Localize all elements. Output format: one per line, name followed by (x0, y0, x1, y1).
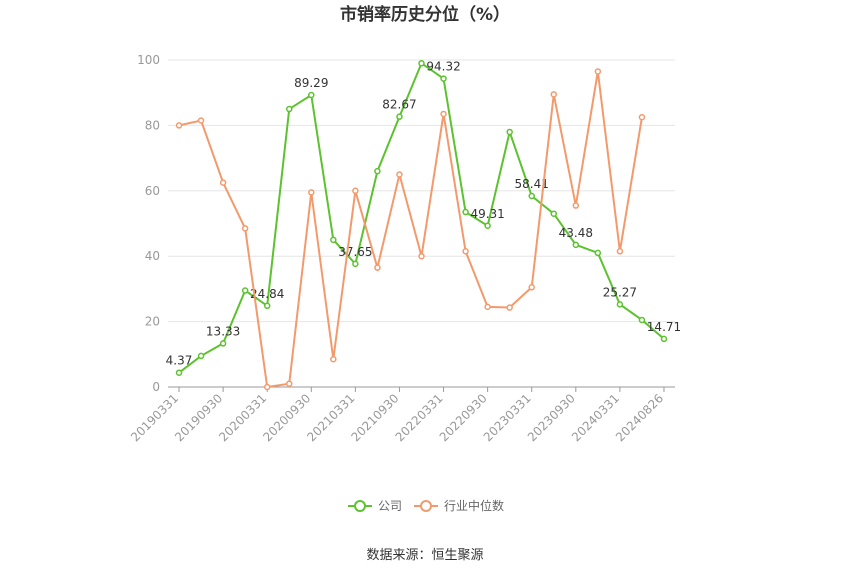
chart-title: 市销率历史分位（%） (340, 4, 510, 25)
data-point (396, 113, 403, 120)
data-label: 89.29 (294, 76, 328, 90)
data-point (418, 60, 425, 67)
data-point (330, 236, 337, 244)
data-point (374, 264, 381, 271)
data-point (440, 75, 447, 82)
data-point (219, 340, 227, 347)
data-point (572, 202, 580, 209)
y-tick-label: 60 (145, 184, 160, 198)
data-point (396, 171, 403, 178)
data-point (462, 248, 469, 255)
data-point (528, 284, 535, 291)
data-point (352, 260, 359, 268)
data-point (484, 222, 491, 230)
legend-marker (354, 500, 366, 512)
y-tick-label: 100 (137, 53, 160, 67)
data-label: 82.67 (382, 98, 416, 112)
legend-label: 公司 (378, 499, 402, 513)
data-point (219, 179, 227, 186)
data-point (197, 352, 205, 360)
data-point (550, 210, 558, 217)
data-point (506, 304, 513, 311)
data-point (308, 91, 315, 99)
data-point (572, 241, 580, 249)
data-point (616, 301, 624, 308)
data-point (374, 167, 381, 175)
data-point (241, 225, 249, 232)
data-point (462, 208, 469, 216)
data-point (241, 287, 249, 294)
data-point (285, 380, 293, 387)
data-point (308, 189, 315, 196)
data-label: 43.48 (559, 226, 593, 240)
data-point (616, 248, 624, 255)
data-point (330, 355, 337, 363)
data-point (660, 335, 668, 343)
data-label: 25.27 (603, 285, 637, 299)
y-tick-label: 0 (152, 380, 160, 394)
data-point (550, 91, 558, 98)
y-tick-label: 40 (145, 249, 160, 263)
data-point (594, 68, 602, 75)
data-point (263, 302, 271, 310)
data-point (418, 252, 425, 260)
data-point (506, 128, 513, 136)
data-label: 49.31 (470, 207, 504, 221)
data-label: 4.37 (166, 354, 193, 368)
data-point (638, 113, 646, 121)
legend-marker (420, 500, 432, 512)
source: 数据来源：恒生聚源 (366, 548, 483, 563)
data-point (285, 105, 293, 113)
data-label: 37.65 (338, 245, 372, 259)
data-label: 13.33 (206, 324, 240, 338)
legend-label: 行业中位数 (444, 498, 504, 513)
data-point (528, 192, 535, 200)
data-label: 14.71 (647, 320, 681, 334)
x-tick-label: 20240826 (613, 391, 666, 444)
data-point (197, 117, 205, 124)
data-point (484, 303, 491, 311)
data-point (263, 383, 271, 391)
data-label: 94.32 (426, 60, 460, 74)
series-line (178, 71, 643, 389)
y-tick-label: 20 (145, 315, 160, 329)
data-label: 58.41 (515, 177, 549, 191)
data-point (440, 110, 447, 118)
data-point (638, 316, 646, 324)
data-label: 24.84 (250, 287, 284, 301)
y-tick-label: 80 (145, 118, 160, 132)
data-point (175, 122, 183, 129)
data-point (594, 249, 602, 257)
data-point (352, 187, 359, 195)
data-point (175, 369, 183, 376)
